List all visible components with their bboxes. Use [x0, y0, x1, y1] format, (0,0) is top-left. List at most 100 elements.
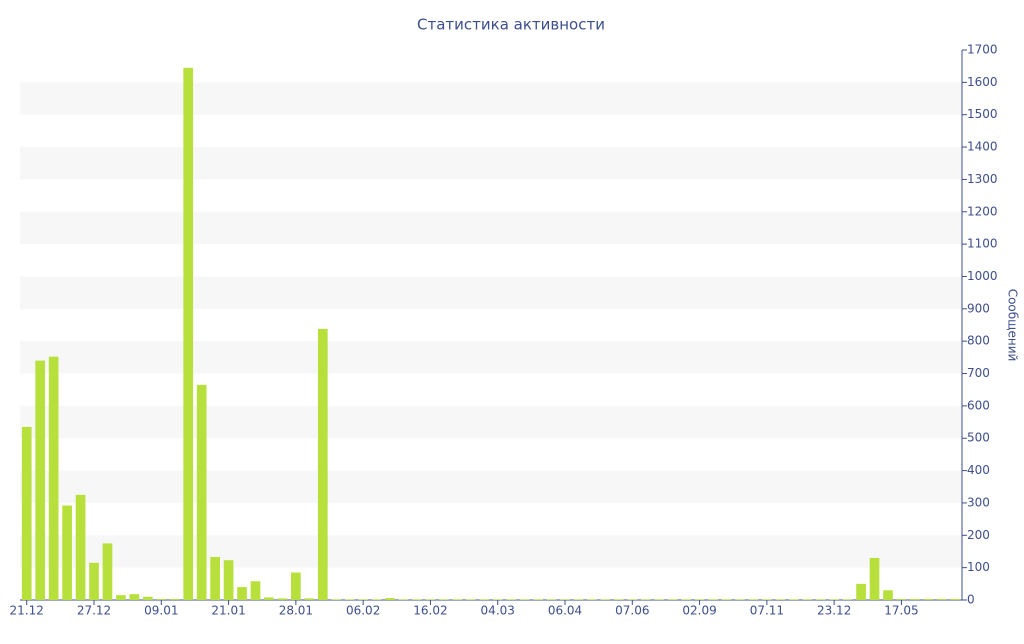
x-tick-label: 23.12	[817, 604, 851, 618]
chart-title: Статистика активности	[417, 16, 605, 34]
grid-band	[20, 276, 962, 309]
bar	[788, 599, 799, 600]
bar	[533, 599, 543, 600]
x-tick-label: 02.09	[682, 604, 716, 618]
bar	[62, 505, 72, 600]
bar	[439, 599, 449, 600]
bar	[519, 599, 530, 600]
bar	[936, 599, 947, 600]
y-tick-label: 1500	[967, 107, 998, 121]
bar	[237, 587, 247, 600]
y-tick-label: 500	[967, 431, 990, 445]
x-tick-label: 06.02	[346, 604, 380, 618]
bar	[708, 599, 718, 600]
x-tick-label: 21.12	[10, 604, 44, 618]
bar	[129, 594, 140, 600]
bar	[344, 599, 355, 600]
bar	[358, 599, 369, 600]
bar	[869, 557, 880, 600]
bar	[748, 599, 759, 600]
bar	[196, 384, 207, 600]
bar	[116, 595, 126, 600]
bar	[142, 596, 153, 600]
bar	[102, 543, 113, 600]
y-tick-label: 1700	[967, 43, 998, 57]
bar	[492, 599, 503, 600]
y-tick-label: 1400	[967, 140, 998, 154]
y-tick-label: 1300	[967, 172, 998, 186]
bar	[694, 599, 705, 600]
bar	[923, 599, 934, 600]
bar	[856, 583, 866, 600]
y-tick-label: 0	[967, 593, 975, 607]
bar	[277, 598, 288, 600]
grid-band	[20, 211, 962, 245]
bar	[613, 599, 624, 600]
y-tick-label: 1100	[967, 237, 998, 251]
bar	[815, 599, 826, 600]
bar	[385, 598, 395, 600]
bar	[398, 599, 409, 600]
bar	[75, 494, 86, 600]
bar	[465, 599, 476, 600]
x-tick-label: 07.06	[615, 604, 649, 618]
y-tick-label: 1600	[967, 75, 998, 89]
bar	[681, 599, 691, 600]
bar	[627, 599, 638, 600]
bar	[452, 599, 463, 600]
y-tick-label: 400	[967, 463, 990, 477]
x-tick-label: 16.02	[413, 604, 447, 618]
bar	[223, 560, 234, 600]
bar	[317, 328, 328, 600]
y-tick-label: 1200	[967, 204, 998, 218]
x-tick-label: 27.12	[77, 604, 111, 618]
bar	[829, 599, 840, 600]
x-tick-label: 04.03	[481, 604, 515, 618]
bar	[412, 599, 422, 600]
y-tick-label: 600	[967, 398, 990, 412]
bar	[587, 599, 597, 600]
bar	[910, 599, 920, 600]
grid-band	[20, 535, 962, 568]
bar	[183, 67, 194, 600]
x-tick-label: 21.01	[211, 604, 245, 618]
bar	[169, 599, 180, 600]
bar	[291, 572, 301, 600]
bar	[89, 562, 99, 600]
bar	[950, 599, 961, 600]
bar	[721, 599, 732, 600]
bar	[479, 599, 490, 600]
bar	[210, 556, 220, 600]
grid-band	[20, 147, 962, 180]
x-tick-label: 28.01	[279, 604, 313, 618]
bar	[842, 599, 853, 600]
y-tick-label: 700	[967, 366, 990, 380]
bar	[573, 599, 584, 600]
bar	[48, 356, 59, 600]
x-tick-label: 06.04	[548, 604, 582, 618]
bar	[35, 360, 46, 600]
grid-band	[20, 405, 962, 439]
bar	[264, 597, 274, 600]
bar	[331, 599, 342, 600]
bar	[883, 590, 893, 600]
y-tick-label: 200	[967, 528, 990, 542]
bar	[802, 599, 813, 600]
bar	[640, 599, 651, 600]
bar	[654, 599, 665, 600]
y-tick-label: 800	[967, 334, 990, 348]
y-tick-label: 300	[967, 495, 990, 509]
y-tick-label: 900	[967, 301, 990, 315]
bar	[156, 599, 167, 600]
bar	[546, 599, 557, 600]
bar	[560, 599, 570, 600]
grid-band	[20, 82, 962, 115]
bar	[425, 599, 436, 600]
grid-band	[20, 341, 962, 374]
y-axis-label: Сообщений	[1006, 289, 1020, 362]
bar	[21, 426, 32, 600]
y-tick-label: 100	[967, 560, 990, 574]
grid-band	[20, 470, 962, 503]
bar	[600, 599, 611, 600]
